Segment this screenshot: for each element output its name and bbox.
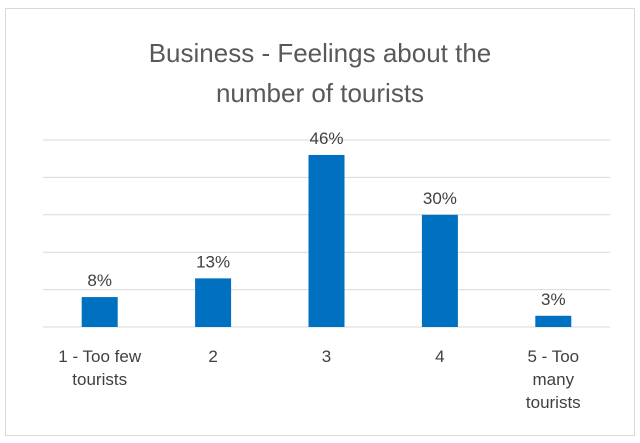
x-tick-label: many xyxy=(533,370,575,389)
data-label: 13% xyxy=(196,252,230,271)
x-tick-label: tourists xyxy=(526,393,581,412)
chart-title-line-1: Business - Feelings about the xyxy=(148,38,492,68)
data-label: 3% xyxy=(541,290,566,309)
chart-title: Business - Feelings about the number of … xyxy=(0,33,640,113)
data-label: 30% xyxy=(423,189,457,208)
x-tick-label: 1 - Too few xyxy=(58,347,142,366)
data-label: 8% xyxy=(87,271,112,290)
bar xyxy=(421,214,458,327)
bar xyxy=(535,315,572,327)
x-tick-label: 4 xyxy=(435,347,444,366)
bar xyxy=(195,278,232,327)
bar xyxy=(308,154,345,327)
x-tick-label: 5 - Too xyxy=(527,347,579,366)
x-tick-label: 2 xyxy=(208,347,217,366)
x-tick-label: 3 xyxy=(322,347,331,366)
bar xyxy=(81,297,118,327)
chart-title-line-2: number of tourists xyxy=(215,78,425,108)
data-label: 46% xyxy=(309,129,343,148)
x-tick-label: tourists xyxy=(72,370,127,389)
